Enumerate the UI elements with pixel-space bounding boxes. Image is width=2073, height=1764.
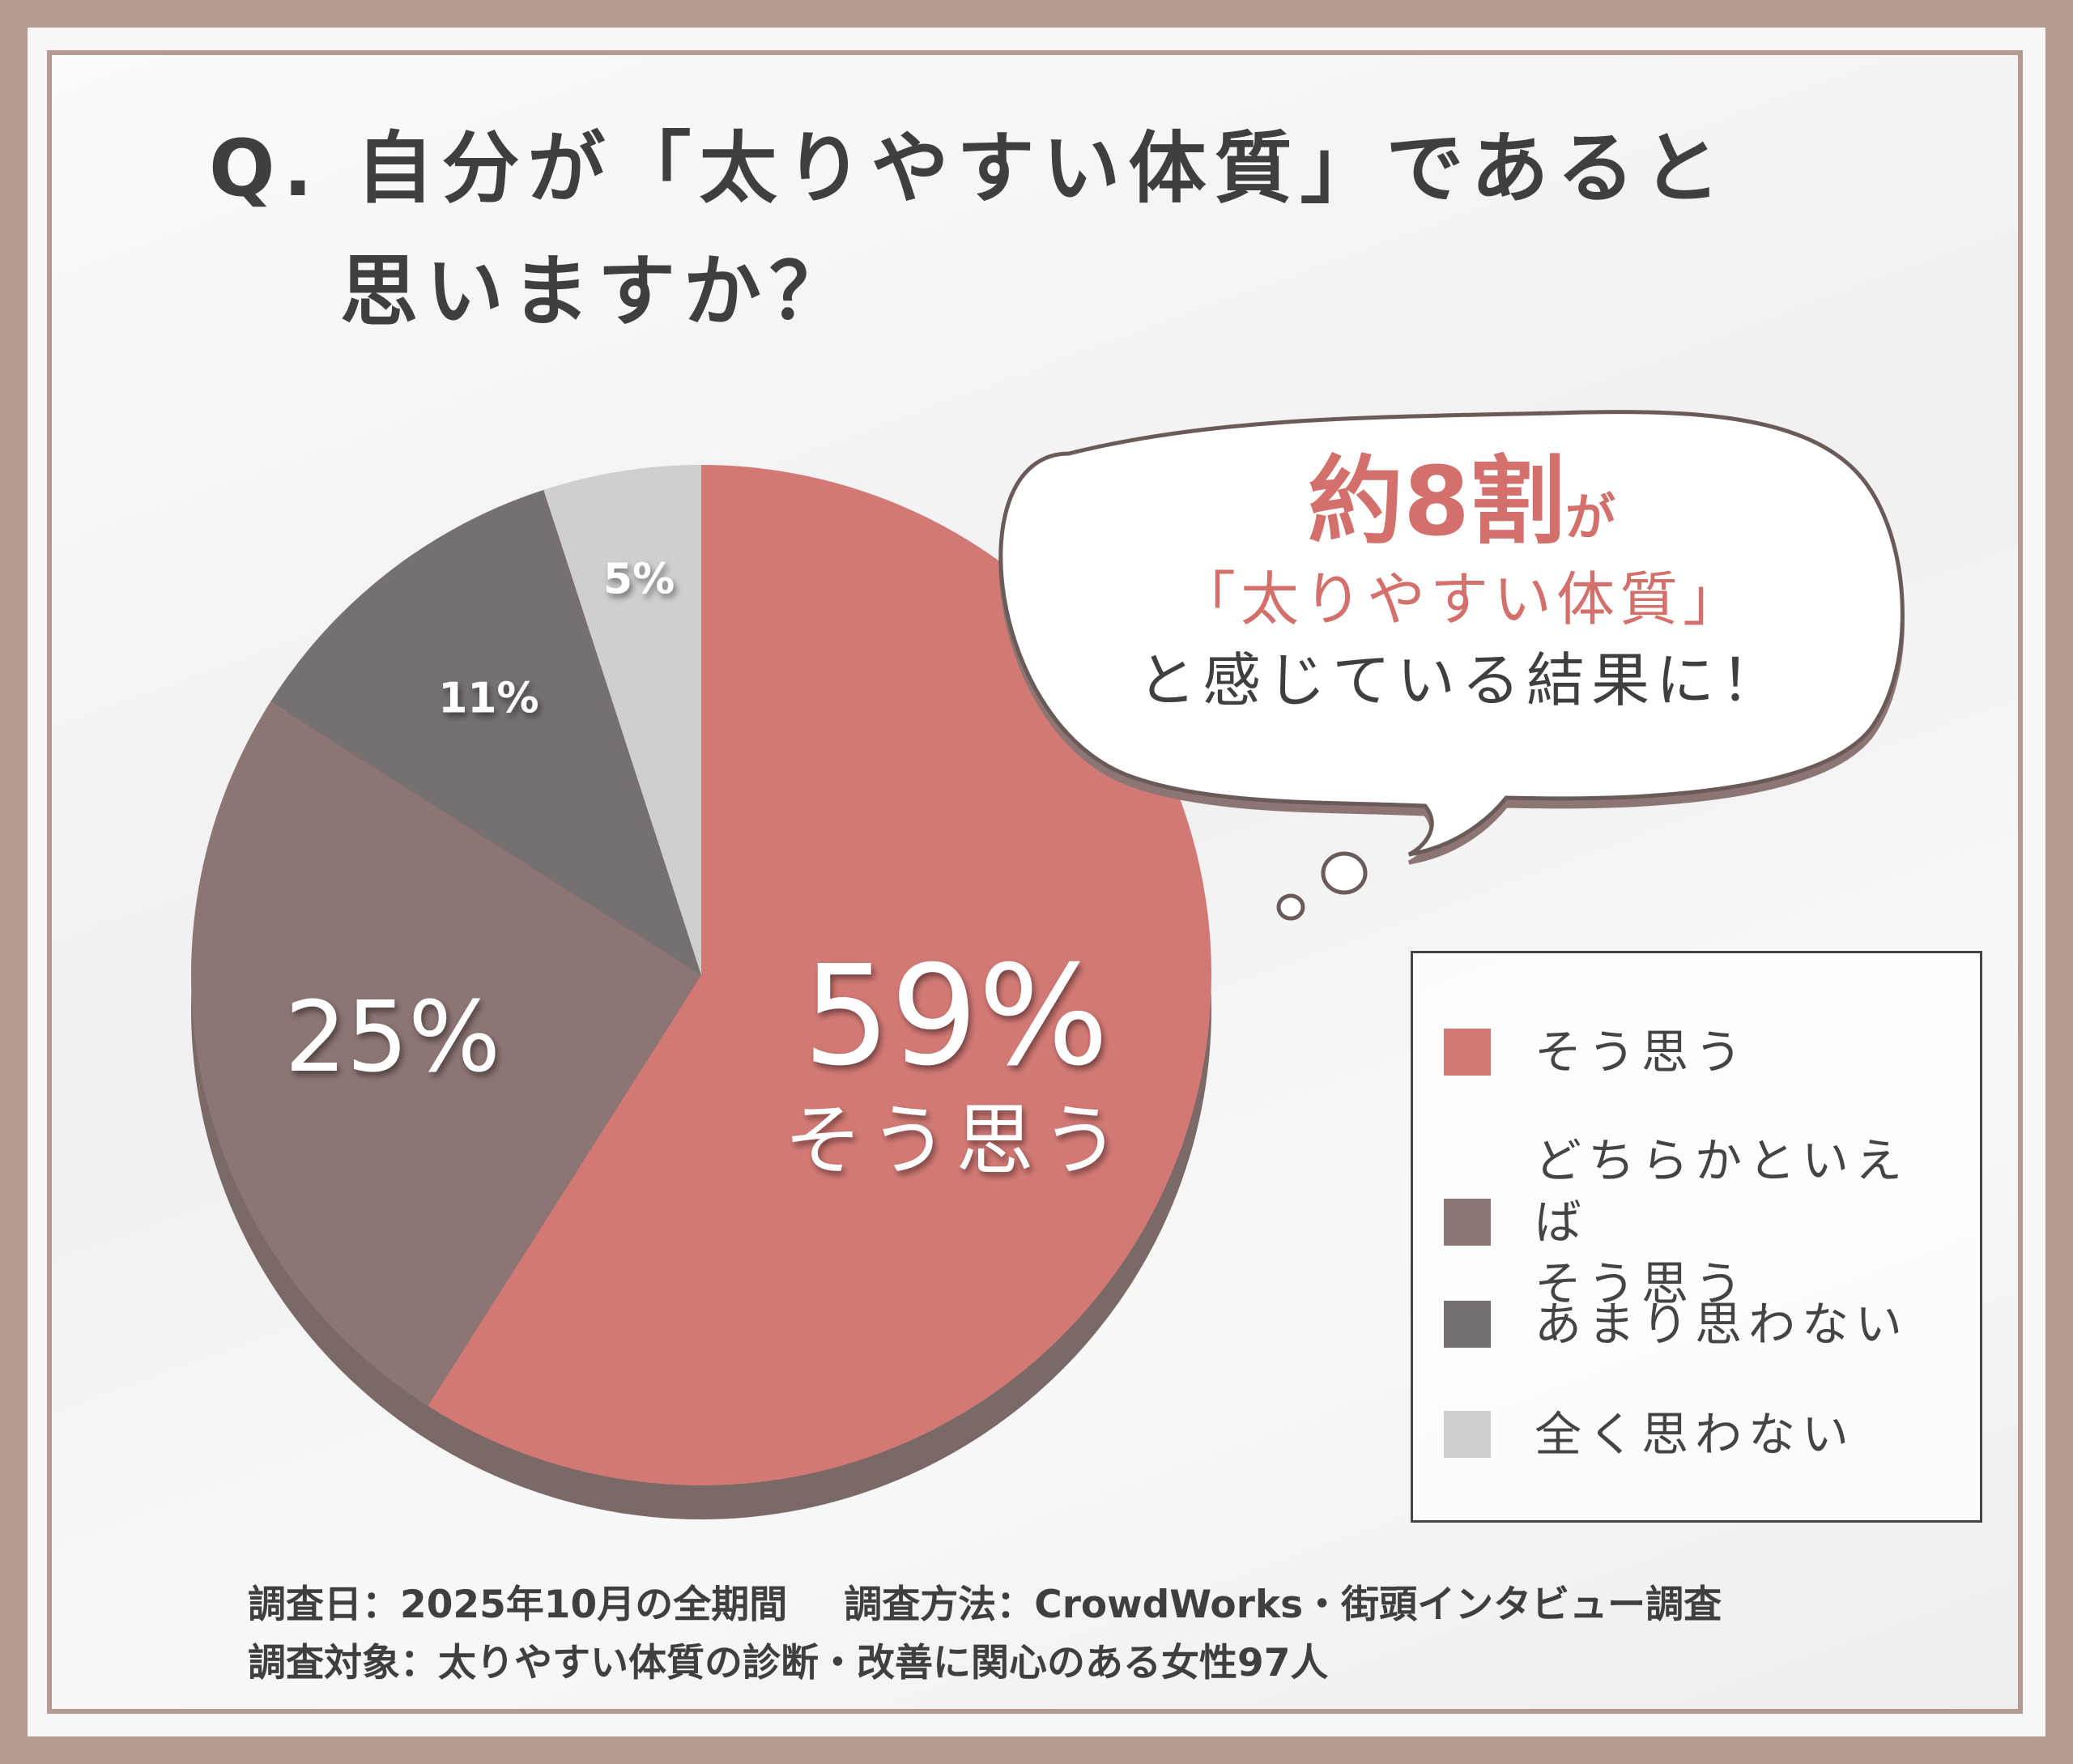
data-label: 25% <box>284 982 500 1094</box>
bubble-particle: が <box>1565 488 1616 547</box>
survey-method: 調査方法：CrowdWorks・街頭インタビュー調査 <box>844 1583 1722 1627</box>
legend-label: どちらかといえば そう思う <box>1535 1133 1909 1311</box>
legend-swatch <box>1444 1411 1491 1458</box>
speech-bubble <box>998 410 1905 857</box>
data-label: 11% <box>438 674 538 722</box>
legend-item: あまり思わない <box>1444 1293 1956 1355</box>
chart-legend: そう思う どちらかといえば そう思う あまり思わない 全く思わない <box>1411 951 1982 1523</box>
bubble-text: 約8割が 「太りやすい体質」 と感じている結果に！ <box>1020 454 1903 709</box>
legend-swatch <box>1444 1301 1491 1348</box>
pie-slice <box>190 701 701 1406</box>
legend-label: そう思う <box>1535 1025 1749 1080</box>
pie-labels: 59%そう思う 25% 11% 5% <box>284 556 1127 1186</box>
data-label: 59% <box>802 936 1109 1097</box>
chart-title-line-1: Q. 自分が「太りやすい体質」であると <box>209 123 1729 214</box>
bubble-line-2: 「太りやすい体質」 <box>1177 565 1746 633</box>
legend-item: 全く思わない <box>1444 1404 1956 1465</box>
legend-item: どちらかといえば そう思う <box>1444 1130 1956 1314</box>
pie-slice <box>270 489 702 975</box>
survey-target: 調査対象：太りやすい体質の診断・改善に関心のある女性97人 <box>248 1641 1329 1685</box>
survey-date: 調査日：2025年10月の全期間 <box>248 1583 788 1627</box>
pie-slices <box>190 465 1212 1485</box>
pie-slice <box>543 465 701 975</box>
footer-line-1: 調査日：2025年10月の全期間 調査方法：CrowdWorks・街頭インタビュー… <box>248 1586 1722 1624</box>
thought-bubble-dot-small <box>1276 893 1305 921</box>
pie-slice <box>428 465 1212 1485</box>
data-label: 5% <box>603 556 675 604</box>
bubble-highlight: 約8割 <box>1307 445 1566 557</box>
thought-bubble-dot-large <box>1321 851 1368 895</box>
legend-item: そう思う <box>1444 1021 1956 1083</box>
bubble-line-3: と感じている結果に！ <box>1137 646 1786 714</box>
footer-line-2: 調査対象：太りやすい体質の診断・改善に関心のある女性97人 <box>248 1644 1328 1682</box>
chart-title-line-2: 思いますか？ <box>340 246 855 337</box>
slice-annotation: そう思う <box>784 1095 1127 1186</box>
legend-swatch <box>1444 1199 1491 1246</box>
legend-label: 全く思わない <box>1535 1407 1856 1462</box>
legend-label: あまり思わない <box>1535 1297 1909 1352</box>
legend-swatch <box>1444 1029 1491 1076</box>
